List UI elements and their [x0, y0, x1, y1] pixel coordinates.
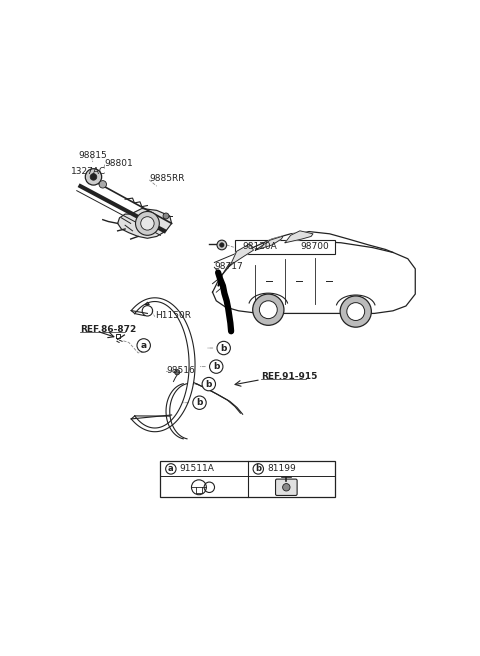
Circle shape [217, 341, 230, 355]
Text: b: b [220, 344, 227, 352]
Circle shape [85, 169, 102, 185]
Circle shape [135, 211, 159, 236]
Text: REF.86-872: REF.86-872 [81, 325, 137, 334]
Polygon shape [213, 241, 415, 314]
Bar [160, 461, 335, 497]
Circle shape [347, 302, 365, 321]
Text: H1150R: H1150R [155, 311, 191, 320]
Circle shape [163, 213, 169, 219]
Circle shape [259, 300, 277, 319]
Circle shape [137, 338, 150, 352]
Polygon shape [118, 209, 172, 238]
Polygon shape [285, 231, 313, 243]
Circle shape [340, 296, 372, 327]
Text: 81199: 81199 [267, 464, 296, 474]
Text: 1327AC: 1327AC [71, 167, 106, 176]
Text: 98516: 98516 [166, 366, 195, 375]
Circle shape [90, 174, 97, 180]
Circle shape [99, 180, 107, 188]
Bar [235, 239, 335, 254]
Circle shape [202, 377, 216, 391]
Polygon shape [230, 244, 253, 265]
Text: b: b [205, 380, 212, 388]
Text: 98120A: 98120A [242, 242, 277, 251]
Circle shape [283, 483, 290, 491]
Circle shape [175, 369, 180, 375]
Circle shape [166, 464, 176, 474]
Text: 98815: 98815 [79, 151, 108, 160]
Text: 98700: 98700 [300, 242, 329, 251]
Text: 98717: 98717 [215, 262, 243, 271]
Text: a: a [141, 341, 147, 350]
Text: 91511A: 91511A [180, 464, 215, 474]
Text: b: b [213, 362, 219, 371]
Circle shape [141, 216, 154, 230]
FancyBboxPatch shape [276, 479, 297, 495]
Text: 98801: 98801 [105, 159, 133, 168]
Circle shape [193, 396, 206, 409]
Circle shape [253, 464, 264, 474]
Text: a: a [168, 464, 174, 474]
Circle shape [252, 294, 284, 325]
Text: b: b [255, 464, 261, 474]
Circle shape [210, 360, 223, 373]
Circle shape [217, 240, 227, 250]
Text: b: b [196, 398, 203, 407]
Circle shape [219, 243, 224, 247]
Polygon shape [255, 236, 283, 250]
Text: 9885RR: 9885RR [149, 174, 185, 183]
Text: REF.91-915: REF.91-915 [261, 372, 317, 381]
